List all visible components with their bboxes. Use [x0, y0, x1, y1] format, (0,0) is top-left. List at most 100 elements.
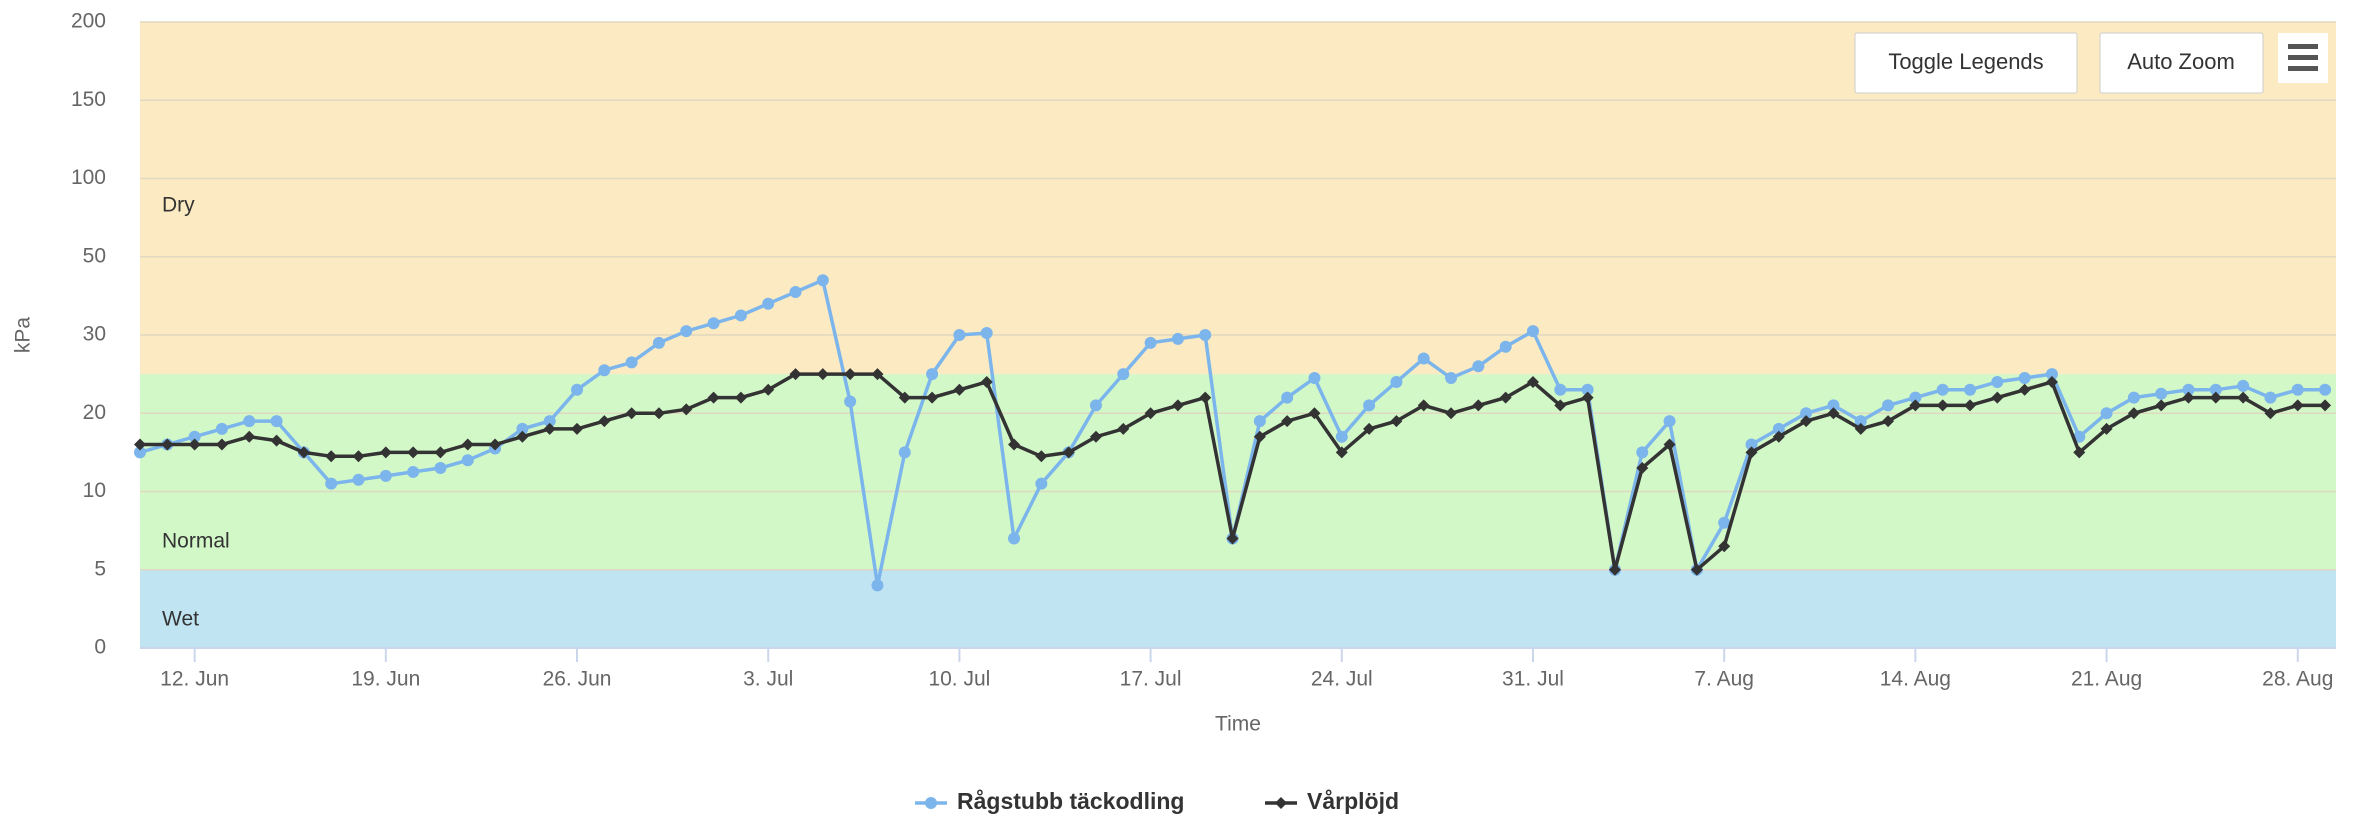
- point: [1991, 375, 2004, 388]
- point: [1636, 446, 1649, 459]
- point: [2100, 422, 2113, 435]
- point: [2073, 430, 2086, 443]
- point: [816, 368, 829, 381]
- legend-symbol: [925, 797, 937, 809]
- point: [2073, 446, 2086, 459]
- point: [1499, 340, 1512, 353]
- point: [543, 415, 556, 428]
- point: [1089, 430, 1102, 443]
- point: [1035, 450, 1048, 463]
- point: [2018, 383, 2031, 396]
- point: [2100, 407, 2113, 420]
- point: [1772, 430, 1785, 443]
- point: [2237, 379, 2250, 392]
- point: [1636, 462, 1649, 475]
- point: [762, 297, 775, 310]
- x-axis-label: Time: [1215, 713, 1261, 736]
- point: [188, 430, 201, 443]
- y-tick-label: 10: [83, 479, 106, 502]
- point: [461, 454, 474, 467]
- point: [407, 465, 420, 478]
- band-label: Dry: [162, 193, 195, 216]
- point: [762, 383, 775, 396]
- x-tick-label: 14. Aug: [1880, 668, 1951, 691]
- point: [243, 430, 256, 443]
- point: [270, 434, 283, 447]
- point: [379, 446, 392, 459]
- point: [1581, 391, 1594, 404]
- point: [926, 391, 939, 404]
- point: [953, 329, 966, 341]
- point: [1882, 415, 1895, 428]
- point: [1472, 360, 1485, 373]
- point: [161, 438, 174, 451]
- point: [2045, 375, 2058, 388]
- point: [1445, 372, 1458, 385]
- point: [407, 446, 420, 459]
- point: [2127, 407, 2140, 420]
- point: [1008, 438, 1021, 451]
- point: [571, 422, 584, 435]
- point: [2319, 383, 2332, 396]
- point: [1854, 415, 1867, 428]
- point: [871, 579, 884, 592]
- point: [1827, 399, 1840, 412]
- point: [1663, 438, 1676, 451]
- point: [680, 325, 693, 338]
- point: [980, 327, 993, 340]
- point: [325, 477, 338, 490]
- legend-label[interactable]: Rågstubb täckodling: [957, 788, 1184, 814]
- point: [134, 438, 146, 451]
- point: [844, 368, 857, 381]
- point: [352, 450, 365, 463]
- point: [243, 415, 256, 428]
- legend-label[interactable]: Vårplöjd: [1307, 788, 1399, 814]
- point: [2291, 383, 2304, 396]
- point: [926, 368, 939, 381]
- point: [1745, 446, 1758, 459]
- y-axis-label: kPa: [12, 317, 35, 354]
- point: [2291, 399, 2304, 412]
- x-tick-label: 12. Jun: [160, 668, 229, 691]
- x-tick-label: 24. Jul: [1311, 668, 1373, 691]
- point: [1936, 399, 1949, 412]
- point: [844, 395, 857, 408]
- point: [2319, 399, 2332, 412]
- point: [434, 462, 447, 475]
- point: [1745, 438, 1758, 451]
- menu-bar: [2288, 66, 2318, 71]
- point: [134, 446, 146, 459]
- point: [1335, 446, 1348, 459]
- point: [1827, 407, 1840, 420]
- menu-bar: [2288, 55, 2318, 60]
- x-tick-label: 26. Jun: [543, 668, 612, 691]
- point: [1035, 477, 1048, 490]
- point: [352, 473, 365, 486]
- lines: [134, 274, 2332, 592]
- point: [2209, 391, 2222, 404]
- point: [652, 336, 665, 349]
- point: [1499, 391, 1512, 404]
- point: [1062, 446, 1075, 459]
- point: [1526, 375, 1539, 388]
- point: [2209, 383, 2222, 396]
- toggle-legends-label[interactable]: Toggle Legends: [1888, 49, 2043, 74]
- point: [1390, 415, 1403, 428]
- menu-bar: [2288, 44, 2318, 49]
- point: [1199, 329, 1212, 341]
- x-tick-label: 21. Aug: [2071, 668, 2142, 691]
- point: [1308, 407, 1321, 420]
- auto-zoom-label[interactable]: Auto Zoom: [2127, 49, 2235, 74]
- point: [1800, 415, 1813, 428]
- toggle-legends-button[interactable]: [1854, 32, 2078, 94]
- point: [1882, 399, 1895, 412]
- y-tick-label: 100: [71, 166, 106, 189]
- point: [1909, 391, 1922, 404]
- point: [1089, 399, 1102, 412]
- menu-button[interactable]: [2278, 33, 2328, 83]
- point: [2264, 391, 2277, 404]
- auto-zoom-button[interactable]: [2099, 32, 2264, 94]
- point: [1554, 399, 1567, 412]
- band-label: Wet: [162, 608, 199, 631]
